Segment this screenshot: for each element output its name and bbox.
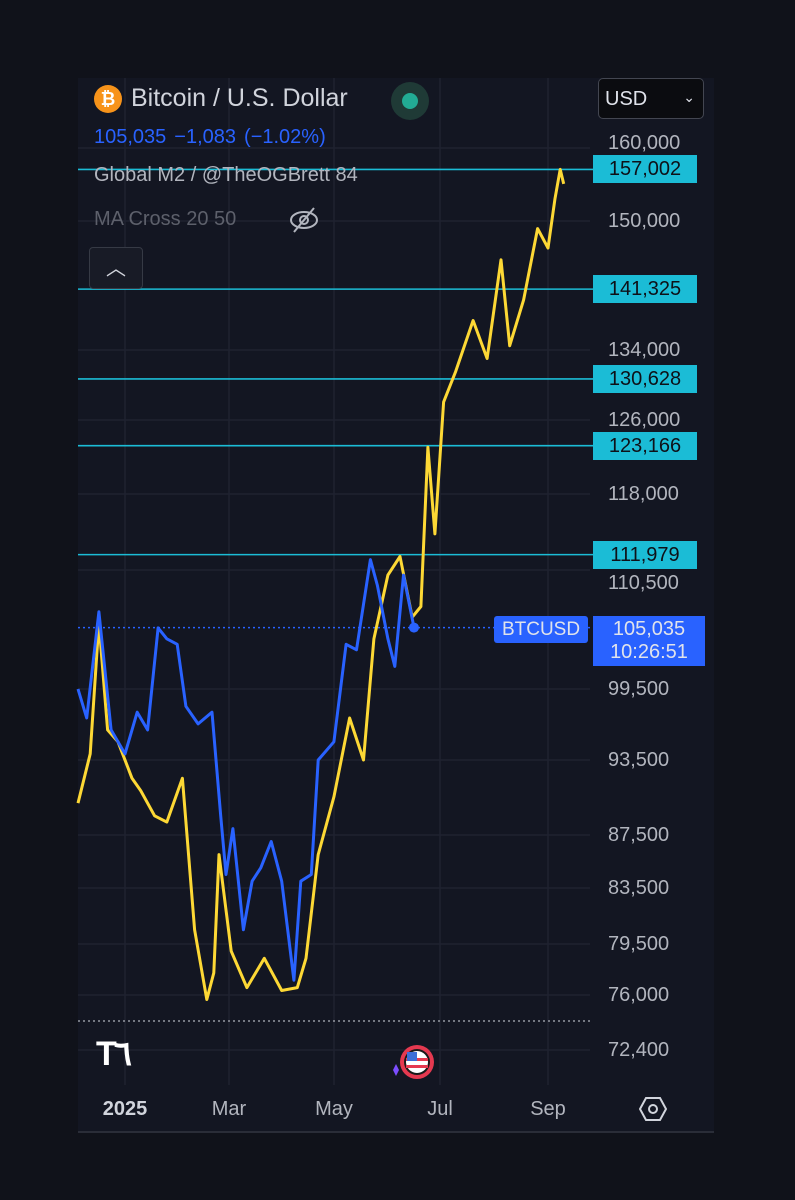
- symbol-title[interactable]: Bitcoin / U.S. Dollar: [131, 84, 348, 112]
- y-tick-label: 99,500: [608, 678, 670, 700]
- y-tick-label: 126,000: [608, 409, 681, 431]
- indicator-ma-cross[interactable]: MA Cross 20 50: [94, 208, 237, 230]
- y-tick-label: 160,000: [608, 132, 681, 154]
- currency-value: USD: [605, 88, 648, 110]
- price-line-label[interactable]: 111,979: [593, 540, 697, 569]
- y-tick-label: 93,500: [608, 749, 670, 771]
- chevron-down-icon: ⌄: [683, 89, 695, 105]
- price-quote: 105,035 −1,083 (−1.02%): [94, 126, 334, 149]
- divider: [78, 1131, 714, 1133]
- chevron-up-icon: ︿: [106, 258, 126, 280]
- indicator-global-m2[interactable]: Global M2 / @TheOGBrett 84: [94, 164, 358, 186]
- settings-icon[interactable]: [639, 1096, 667, 1122]
- x-tick-label: 2025: [102, 1098, 148, 1120]
- price-line-label[interactable]: 157,002: [593, 155, 697, 184]
- price-change: −1,083: [174, 126, 237, 148]
- price-line-label[interactable]: 130,628: [593, 364, 697, 393]
- collapse-legend-button[interactable]: ︿: [89, 247, 143, 289]
- x-tick-label: Mar: [211, 1098, 247, 1120]
- series-line-btcusd: [76, 558, 416, 982]
- price-change-pct: (−1.02%): [244, 126, 326, 148]
- bar-countdown: 10:26:51: [610, 641, 688, 663]
- y-tick-label: 76,000: [608, 984, 670, 1006]
- last-price: 105,035: [94, 126, 167, 148]
- y-tick-label: 79,500: [608, 933, 670, 955]
- symbol-price-label: BTCUSD: [494, 616, 588, 643]
- y-tick-label: 72,400: [608, 1039, 670, 1061]
- y-tick-label: 87,500: [608, 824, 670, 846]
- currency-select[interactable]: USD ⌄: [598, 78, 704, 119]
- x-tick-label: Jul: [427, 1098, 453, 1120]
- current-price-label: 105,035 10:26:51: [593, 616, 705, 666]
- eye-off-icon[interactable]: [288, 206, 320, 234]
- x-tick-label: Sep: [530, 1098, 566, 1120]
- tradingview-logo[interactable]: T٦: [96, 1035, 135, 1073]
- price-line-label[interactable]: 123,166: [593, 431, 697, 460]
- y-tick-label: 110,500: [608, 572, 679, 594]
- price-line-label[interactable]: 141,325: [593, 275, 697, 304]
- y-tick-label: 134,000: [608, 339, 681, 361]
- y-tick-label: 83,500: [608, 877, 670, 899]
- last-price-dot: [408, 622, 419, 633]
- us-flag-icon[interactable]: [385, 1044, 439, 1084]
- y-tick-label: 150,000: [608, 210, 681, 232]
- bitcoin-icon: ₿: [94, 85, 122, 113]
- y-tick-label: 118,000: [608, 483, 679, 505]
- series-line-global-m2: [76, 167, 566, 1001]
- x-tick-label: May: [315, 1098, 353, 1120]
- market-status-icon[interactable]: [391, 82, 429, 120]
- chart-panel[interactable]: [78, 78, 714, 1132]
- current-price-value: 105,035: [612, 618, 686, 640]
